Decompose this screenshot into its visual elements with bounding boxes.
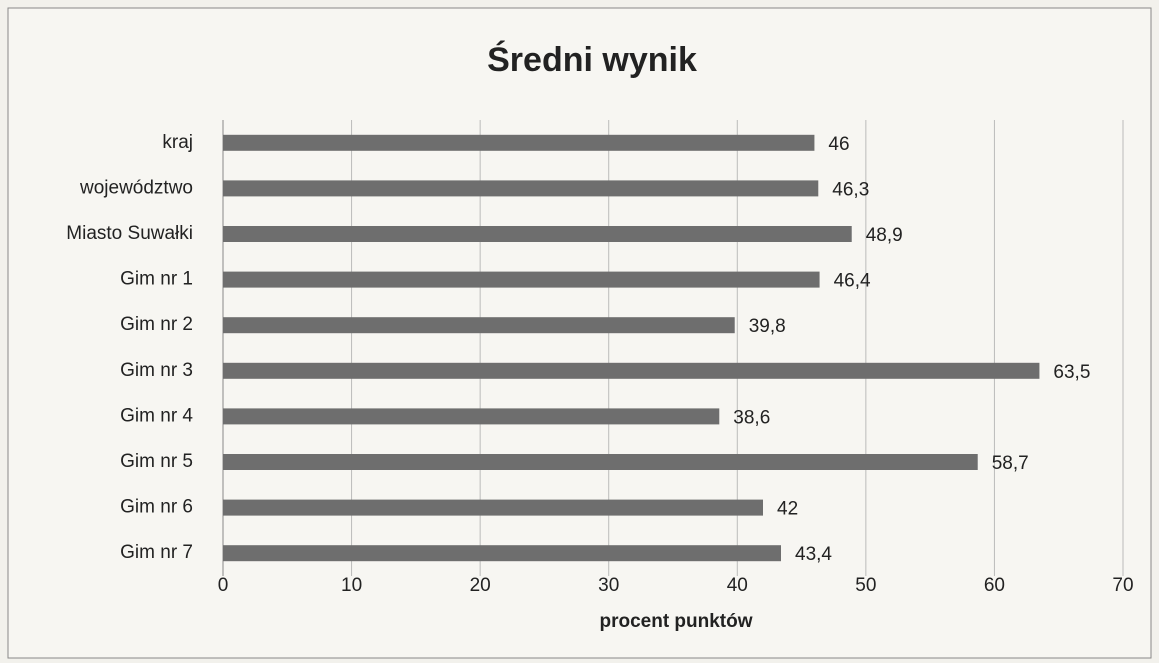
y-tick-label: Gim nr 7 [120,542,193,563]
bar [223,408,720,425]
x-tick-label: 30 [598,575,619,596]
bar [223,317,735,334]
y-tick-label: województwo [79,177,193,198]
bar [223,499,763,516]
value-label: 42 [777,499,798,520]
value-label: 46,4 [834,271,871,292]
y-tick-label: kraj [162,132,193,153]
bar [223,362,1040,379]
x-tick-label: 60 [984,575,1005,596]
bar [223,271,820,288]
x-tick-label: 10 [341,575,362,596]
y-tick-label: Miasto Suwałki [66,223,193,244]
value-label: 43,4 [795,544,832,565]
value-label: 46,3 [832,179,869,200]
x-tick-label: 20 [470,575,491,596]
x-tick-label: 70 [1112,575,1133,596]
value-label: 48,9 [866,225,903,246]
y-tick-label: Gim nr 3 [120,360,193,381]
value-label: 39,8 [749,316,786,337]
x-tick-label: 40 [727,575,748,596]
chart-title: Średni wynik [487,41,697,79]
y-tick-label: Gim nr 4 [120,405,193,426]
y-tick-label: Gim nr 5 [120,451,193,472]
value-label: 63,5 [1053,362,1090,383]
bar [223,180,819,197]
bar [223,545,781,562]
bar [223,454,978,470]
x-tick-label: 0 [218,575,229,596]
bar [223,226,852,242]
value-label: 58,7 [992,453,1029,474]
x-tick-label: 50 [855,575,876,596]
value-label: 46 [828,134,849,155]
y-tick-label: Gim nr 1 [120,269,193,290]
x-axis-label: procent punktów [599,611,752,632]
bar [223,134,815,151]
y-tick-label: Gim nr 6 [120,497,193,518]
value-label: 38,6 [733,407,770,428]
y-tick-label: Gim nr 2 [120,314,193,335]
